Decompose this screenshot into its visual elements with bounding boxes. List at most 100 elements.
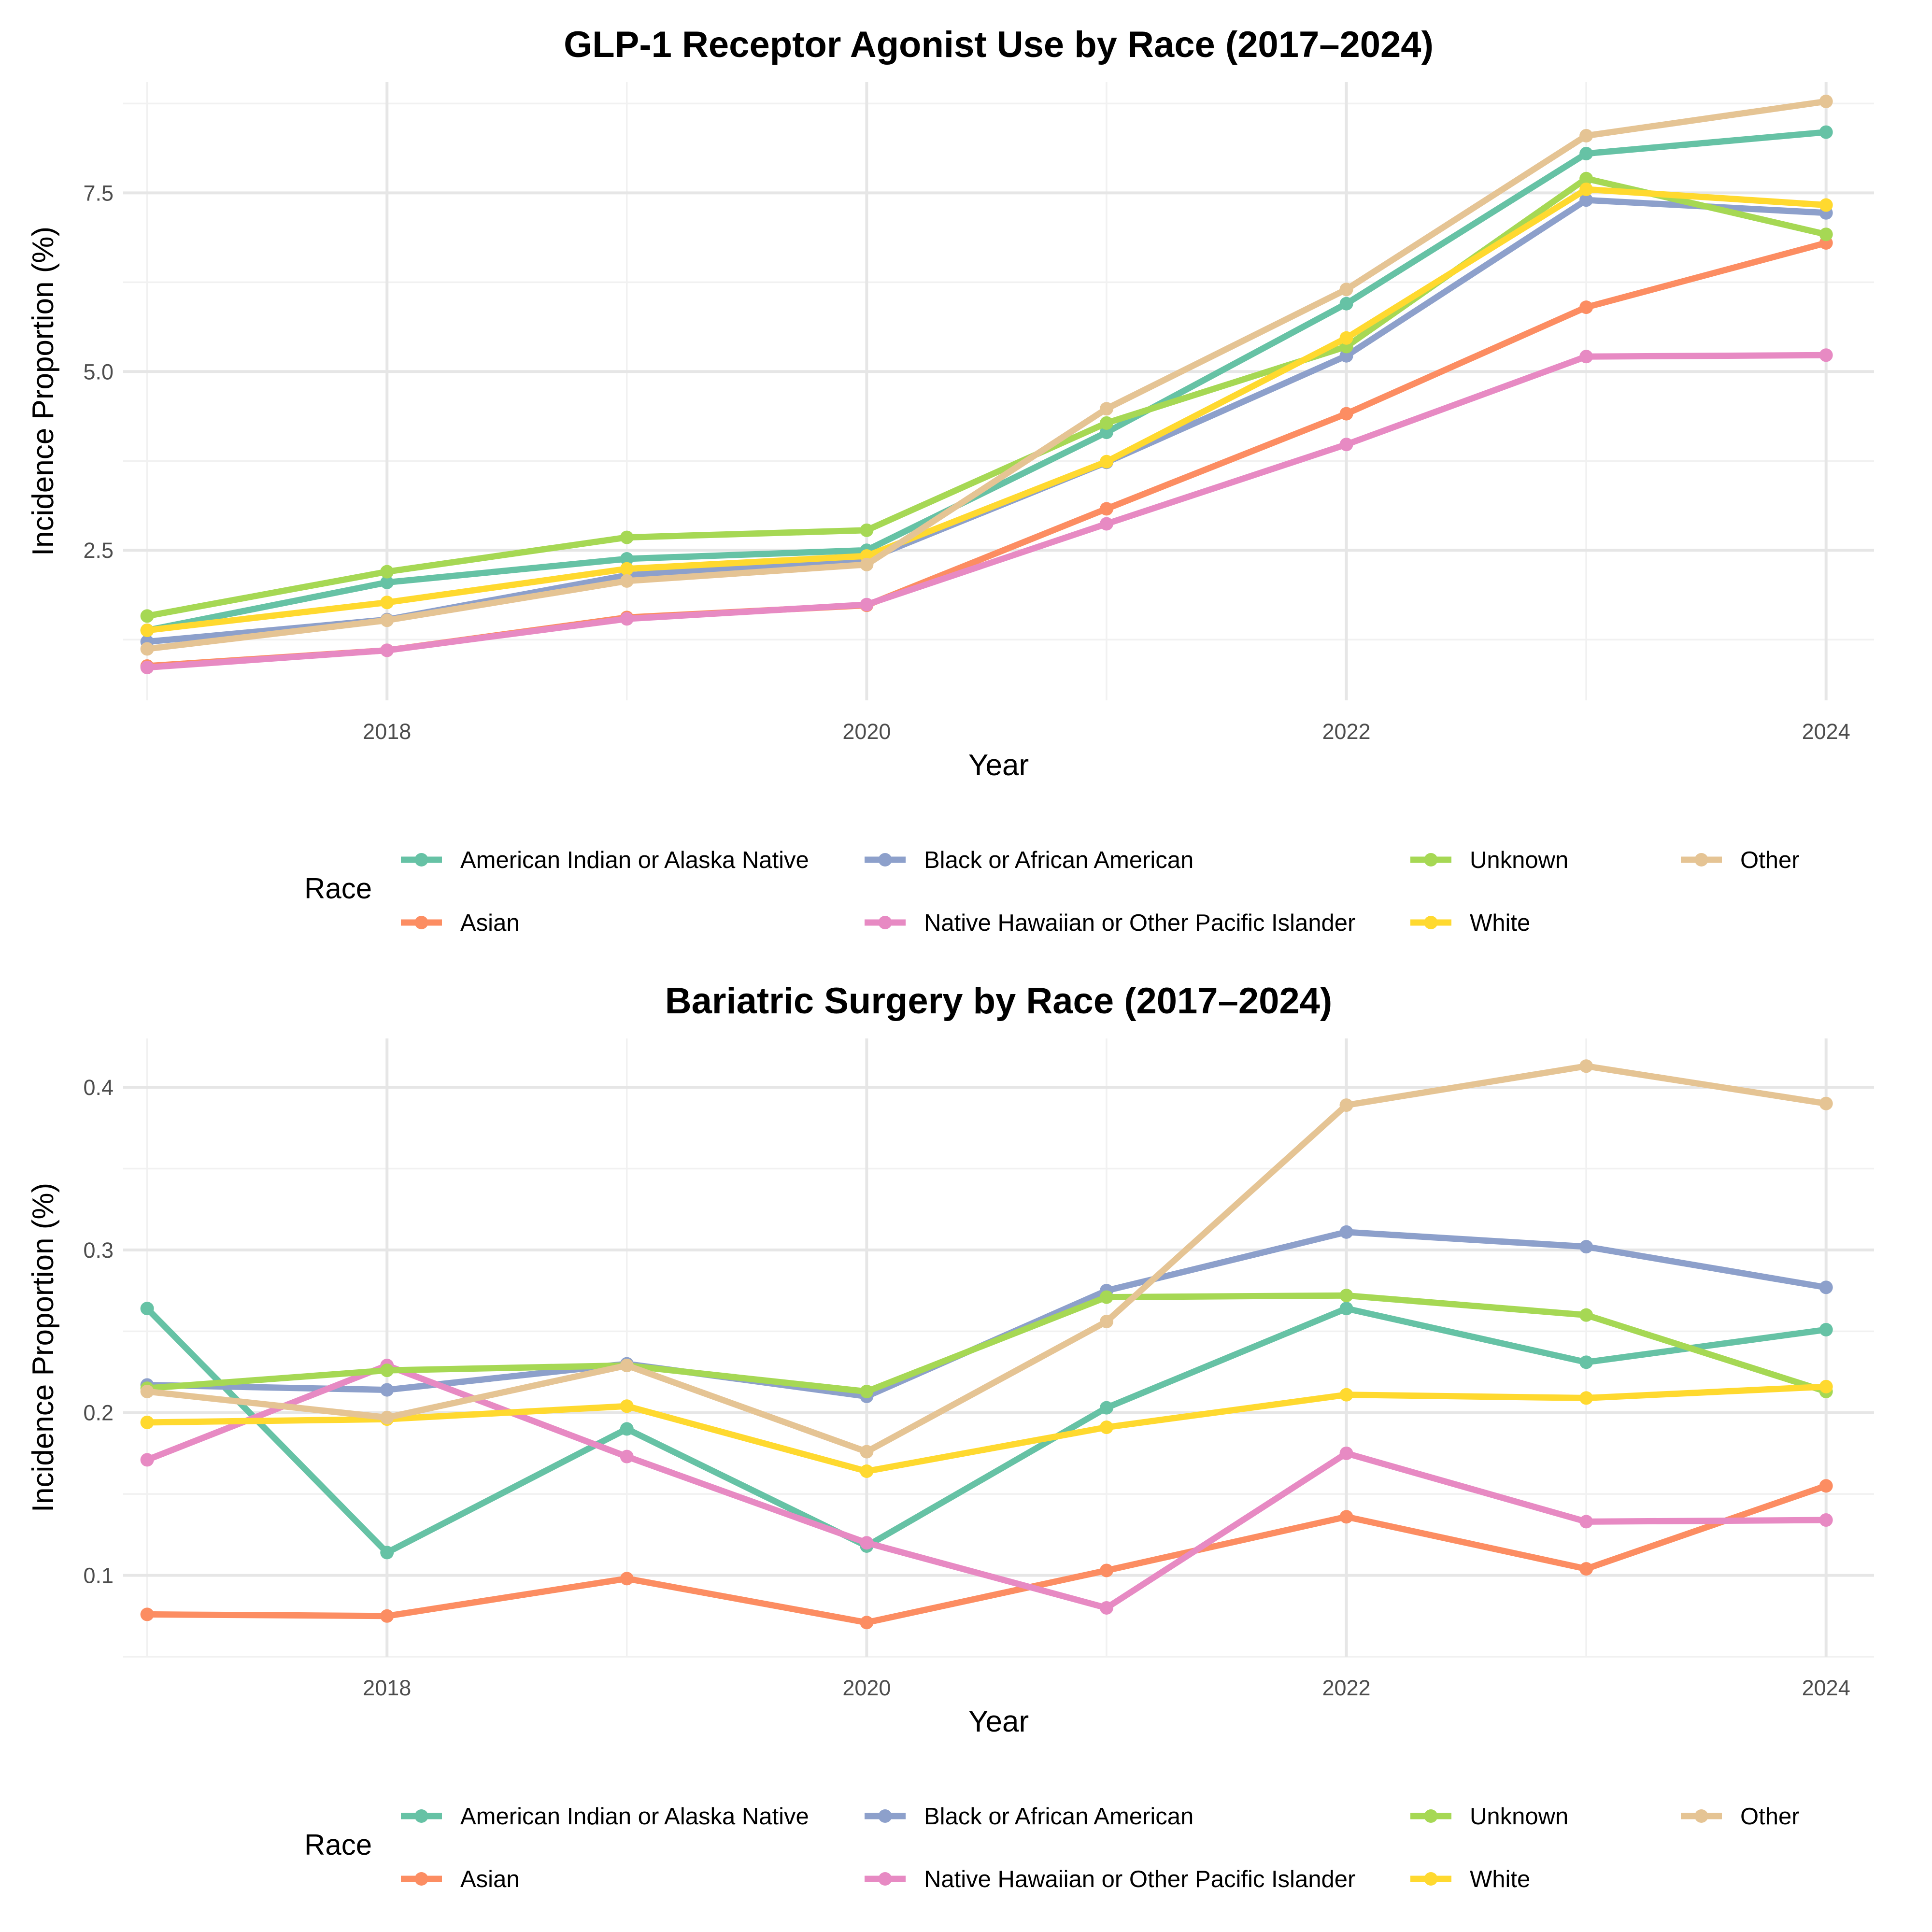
series-unknown xyxy=(140,1289,1833,1398)
data-point xyxy=(1099,1563,1113,1577)
data-point xyxy=(1819,1096,1833,1110)
data-point xyxy=(1339,1388,1353,1402)
series-white xyxy=(140,182,1833,637)
legend-label: Other xyxy=(1740,1804,1800,1830)
data-point xyxy=(1819,198,1833,212)
legend-label: Black or African American xyxy=(924,1804,1193,1830)
data-point xyxy=(1099,1421,1113,1435)
x-tick-label: 2022 xyxy=(1322,719,1370,744)
series-native-hawaiian-or-other-pacific-islander xyxy=(140,1359,1833,1615)
minor-gridlines xyxy=(123,1038,1874,1658)
data-point xyxy=(1339,1098,1353,1112)
legend-label: American Indian or Alaska Native xyxy=(460,1804,809,1830)
data-point xyxy=(620,1449,634,1463)
data-point xyxy=(620,562,634,576)
data-point xyxy=(140,1302,154,1316)
major-gridlines xyxy=(123,1038,1874,1657)
data-point xyxy=(1579,182,1593,196)
data-point xyxy=(1099,517,1113,531)
legend-key-point xyxy=(414,1872,428,1886)
data-point xyxy=(1819,1322,1833,1336)
series-line xyxy=(146,175,1827,619)
series-line xyxy=(146,98,1827,652)
y-axis-title: Incidence Proportion (%) xyxy=(27,1183,60,1512)
data-point xyxy=(1819,94,1833,108)
glp1-chart-panel: 2018 2020 2022 2024 2.5 5.0 7.5 GLP-1 Receptor … xyxy=(27,24,1874,936)
y-tick-label: 0.1 xyxy=(83,1563,114,1588)
x-tick-label: 2018 xyxy=(363,1676,411,1700)
x-tick-label: 2020 xyxy=(842,1676,891,1700)
legend-item-american-indian-or-alaska-native: American Indian or Alaska Native xyxy=(401,847,809,873)
x-axis-title: Year xyxy=(968,749,1029,782)
data-point xyxy=(1579,1515,1593,1529)
series-other xyxy=(140,94,1833,656)
legend-label: Unknown xyxy=(1470,847,1568,873)
data-point xyxy=(380,1364,394,1378)
data-point xyxy=(1099,1401,1113,1415)
data-point xyxy=(1339,283,1353,297)
legend-title: Race xyxy=(304,1829,372,1861)
data-point xyxy=(860,523,874,537)
data-point xyxy=(1579,146,1593,160)
data-point xyxy=(620,574,634,588)
data-point xyxy=(140,1384,154,1398)
y-tick-label: 0.3 xyxy=(83,1238,114,1263)
x-tick-label: 2024 xyxy=(1802,719,1850,744)
data-point xyxy=(1099,402,1113,416)
data-point xyxy=(860,1536,874,1550)
legend-key-point xyxy=(414,916,428,929)
data-point xyxy=(1579,1562,1593,1576)
data-point xyxy=(1099,426,1113,440)
legend-label: American Indian or Alaska Native xyxy=(460,847,809,873)
data-point xyxy=(620,1422,634,1436)
legend-item-other: Other xyxy=(1681,1804,1800,1830)
y-tick-label: 0.2 xyxy=(83,1401,114,1425)
data-point xyxy=(1099,1315,1113,1329)
legend-key-point xyxy=(1694,853,1708,867)
series-line xyxy=(147,1483,1827,1626)
data-point xyxy=(380,596,394,610)
data-point xyxy=(1579,1240,1593,1254)
series-line xyxy=(147,197,1827,645)
data-point xyxy=(380,613,394,627)
data-point xyxy=(1339,349,1353,363)
legend-label: Native Hawaiian or Other Pacific Islande… xyxy=(924,1866,1355,1892)
legend-key-point xyxy=(1424,1872,1438,1886)
legend-item-white: White xyxy=(1410,1866,1530,1892)
data-point xyxy=(620,530,634,544)
legend-key-point xyxy=(1424,853,1438,867)
chart-title: GLP-1 Receptor Agonist Use by Race (2017… xyxy=(564,24,1434,65)
y-tick-label: 5.0 xyxy=(83,359,114,384)
legend-key-point xyxy=(878,1872,892,1886)
series-asian xyxy=(140,236,1833,673)
legend-item-black-or-african-american: Black or African American xyxy=(865,1804,1193,1830)
data-point xyxy=(1819,1479,1833,1493)
data-point xyxy=(860,1384,874,1398)
legend-label: White xyxy=(1470,910,1530,936)
data-point xyxy=(380,575,394,589)
data-point xyxy=(380,1546,394,1560)
legend-item-unknown: Unknown xyxy=(1410,847,1568,873)
data-point xyxy=(1579,300,1593,314)
legend-label: Other xyxy=(1740,847,1800,873)
data-point xyxy=(860,1445,874,1459)
data-point xyxy=(1819,1280,1833,1294)
legend-key-point xyxy=(878,1809,892,1823)
data-point xyxy=(140,1453,154,1467)
x-tick-label: 2024 xyxy=(1802,1676,1850,1700)
data-point xyxy=(1579,1308,1593,1322)
data-point xyxy=(1579,128,1593,142)
data-point xyxy=(1819,227,1833,242)
data-point xyxy=(860,1616,874,1630)
data-point xyxy=(1339,1446,1353,1460)
legend: Race American Indian or Alaska Native Asia… xyxy=(304,847,1800,936)
series-native-hawaiian-or-other-pacific-islander xyxy=(140,348,1833,674)
legend-key-point xyxy=(414,853,428,867)
legend-label: Asian xyxy=(460,910,520,936)
data-point xyxy=(380,1609,394,1623)
series-unknown xyxy=(140,171,1833,623)
series-line xyxy=(147,352,1826,671)
data-point xyxy=(140,1607,154,1621)
data-point xyxy=(620,1359,634,1373)
